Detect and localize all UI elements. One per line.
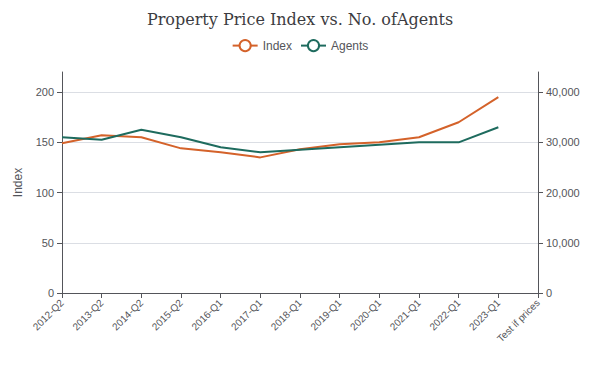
svg-text:2016-Q1: 2016-Q1 <box>189 297 225 333</box>
svg-text:30,000: 30,000 <box>546 136 580 148</box>
svg-text:40,000: 40,000 <box>546 86 580 98</box>
svg-text:Index: Index <box>263 39 292 53</box>
svg-text:2014-Q2: 2014-Q2 <box>110 297 146 333</box>
svg-text:Index: Index <box>11 168 25 197</box>
svg-text:0: 0 <box>48 287 54 299</box>
svg-text:200: 200 <box>36 86 54 98</box>
svg-text:2021-Q1: 2021-Q1 <box>388 297 424 333</box>
svg-text:2023-Q1: 2023-Q1 <box>467 297 503 333</box>
svg-text:2018-Q1: 2018-Q1 <box>269 297 305 333</box>
svg-text:20,000: 20,000 <box>546 187 580 199</box>
svg-text:2022-Q1: 2022-Q1 <box>427 297 463 333</box>
svg-text:0: 0 <box>546 287 552 299</box>
svg-text:Test if prices: Test if prices <box>495 297 542 344</box>
svg-text:2013-Q2: 2013-Q2 <box>70 297 106 333</box>
svg-text:10,000: 10,000 <box>546 237 580 249</box>
svg-text:2012-Q2: 2012-Q2 <box>31 297 67 333</box>
svg-text:100: 100 <box>36 187 54 199</box>
svg-text:50: 50 <box>42 237 54 249</box>
svg-text:2020-Q1: 2020-Q1 <box>348 297 384 333</box>
svg-text:2017-Q1: 2017-Q1 <box>229 297 265 333</box>
svg-text:Agents: Agents <box>331 39 368 53</box>
svg-text:2019-Q1: 2019-Q1 <box>308 297 344 333</box>
svg-text:Property Price Index vs. No. o: Property Price Index vs. No. ofAgents <box>147 10 453 29</box>
svg-text:2015-Q2: 2015-Q2 <box>150 297 186 333</box>
svg-text:150: 150 <box>36 136 54 148</box>
